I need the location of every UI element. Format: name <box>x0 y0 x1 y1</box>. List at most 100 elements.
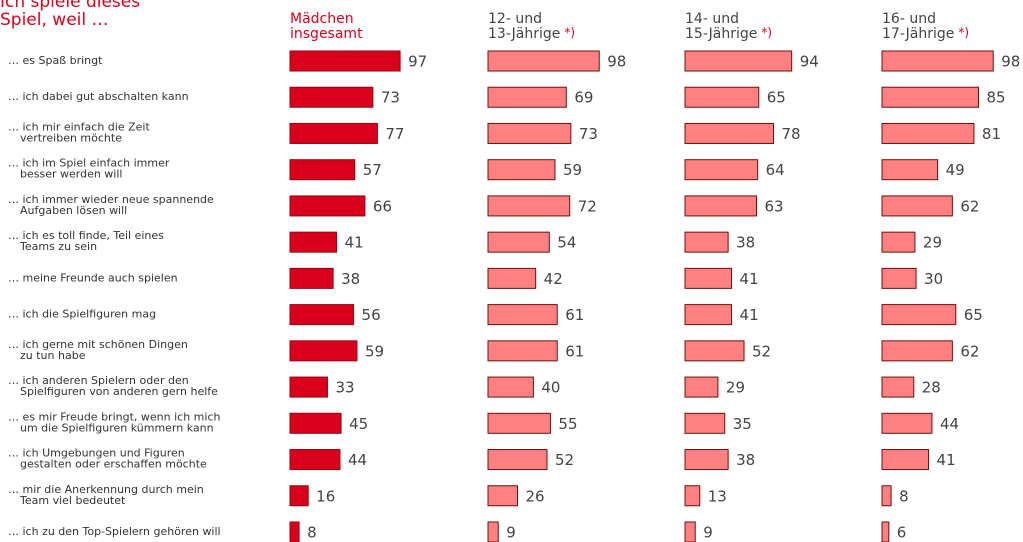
chart-title: Ich spiele dieses Spiel, weil … <box>0 0 140 30</box>
category-label: … ich im Spiel einfach immer besser werde… <box>8 157 170 181</box>
category-label: … mir die Anerkennung durch mein Team vie… <box>8 483 204 507</box>
bar <box>487 485 519 507</box>
value-label: 98 <box>1001 53 1020 71</box>
value-label: 38 <box>736 451 755 469</box>
value-label: 66 <box>373 197 392 215</box>
bar <box>684 159 759 181</box>
bar <box>684 195 758 217</box>
value-label: 73 <box>579 125 598 143</box>
bar <box>881 231 916 253</box>
bar <box>289 485 309 507</box>
series-header: 14- und 15-Jährige <box>685 11 757 42</box>
value-label: 81 <box>982 125 1001 143</box>
value-label: 28 <box>922 379 941 397</box>
value-label: 44 <box>940 415 959 433</box>
value-label: 41 <box>345 234 364 252</box>
bar <box>684 267 733 289</box>
bar <box>487 159 556 181</box>
bar <box>289 86 374 108</box>
value-label: 63 <box>765 197 784 215</box>
value-label: 54 <box>557 234 576 252</box>
value-label: 35 <box>733 415 752 433</box>
bar <box>289 449 341 471</box>
value-label: 94 <box>800 53 819 71</box>
category-label: … es mir Freude bringt, wenn ich mich um … <box>8 410 220 434</box>
bar <box>881 86 979 108</box>
category-label: … ich Umgebungen und Figuren gestalten od… <box>8 447 207 471</box>
series-header: 16- und 17-Jährige <box>882 11 954 42</box>
bar <box>881 304 957 326</box>
bar <box>684 86 760 108</box>
value-label: 98 <box>607 53 626 71</box>
bar <box>487 86 567 108</box>
category-label: … ich mir einfach die Zeit vertreiben möc… <box>8 120 150 144</box>
value-label: 41 <box>937 451 956 469</box>
bar <box>289 521 300 542</box>
value-label: 72 <box>578 197 597 215</box>
footnote-mark: *) <box>564 26 575 40</box>
value-label: 29 <box>923 234 942 252</box>
bar <box>487 50 600 72</box>
value-label: 38 <box>736 234 755 252</box>
bar <box>881 412 933 434</box>
category-label: … ich es toll finde, Teil eines Teams zu … <box>8 229 164 253</box>
category-label: … ich gerne mit schönen Dingen zu tun hab… <box>8 338 188 362</box>
category-label: … es Spaß bringt <box>8 54 103 67</box>
bar <box>881 340 953 362</box>
value-label: 62 <box>960 197 979 215</box>
category-label: … ich zu den Top-Spielern gehören will <box>8 525 221 538</box>
value-label: 59 <box>365 342 384 360</box>
bar <box>684 340 745 362</box>
value-label: 97 <box>408 53 427 71</box>
value-label: 65 <box>964 306 983 324</box>
series-header: Mädchen insgesamt <box>290 11 363 42</box>
bar <box>487 412 551 434</box>
bar <box>289 122 378 144</box>
value-label: 45 <box>349 415 368 433</box>
bar <box>289 195 366 217</box>
value-label: 65 <box>767 89 786 107</box>
bar <box>881 376 915 398</box>
value-label: 49 <box>946 161 965 179</box>
value-label: 73 <box>381 89 400 107</box>
value-label: 59 <box>563 161 582 179</box>
bar <box>289 159 356 181</box>
bar <box>487 449 548 471</box>
value-label: 44 <box>348 451 367 469</box>
bar <box>289 50 401 72</box>
bar <box>289 267 334 289</box>
bar <box>487 304 558 326</box>
bar <box>289 376 328 398</box>
value-label: 42 <box>544 270 563 288</box>
footnote-mark: *) <box>761 26 772 40</box>
bar <box>684 376 719 398</box>
value-label: 16 <box>316 487 335 505</box>
value-label: 9 <box>506 523 516 541</box>
value-label: 56 <box>362 306 381 324</box>
bar <box>684 122 775 144</box>
value-label: 78 <box>782 125 801 143</box>
bar <box>487 195 571 217</box>
category-label: … ich immer wieder neue spannende Aufgabe… <box>8 193 214 217</box>
value-label: 64 <box>766 161 785 179</box>
bar <box>881 195 953 217</box>
value-label: 33 <box>335 379 354 397</box>
category-label: … ich die Spielfiguren mag <box>8 308 156 321</box>
bar <box>487 340 558 362</box>
bar <box>684 304 733 326</box>
value-label: 29 <box>726 379 745 397</box>
value-label: 6 <box>897 523 907 541</box>
bar <box>684 449 729 471</box>
value-label: 13 <box>708 487 727 505</box>
value-label: 61 <box>565 342 584 360</box>
bar <box>289 304 355 326</box>
value-label: 52 <box>752 342 771 360</box>
value-label: 85 <box>986 89 1005 107</box>
bar <box>289 412 342 434</box>
bar <box>487 122 572 144</box>
value-label: 69 <box>574 89 593 107</box>
value-label: 8 <box>307 523 317 541</box>
bar <box>487 231 550 253</box>
bar <box>684 485 701 507</box>
